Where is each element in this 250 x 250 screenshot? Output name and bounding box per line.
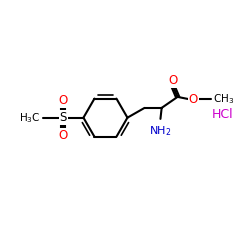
Text: O: O [168,74,177,88]
Text: O: O [59,94,68,106]
Text: H$_3$C: H$_3$C [18,111,40,124]
Text: HCl: HCl [212,108,234,120]
Text: NH$_2$: NH$_2$ [149,124,172,138]
Text: O: O [59,129,68,142]
Text: S: S [60,111,67,124]
Text: O: O [189,93,198,106]
Text: CH$_3$: CH$_3$ [213,92,234,106]
